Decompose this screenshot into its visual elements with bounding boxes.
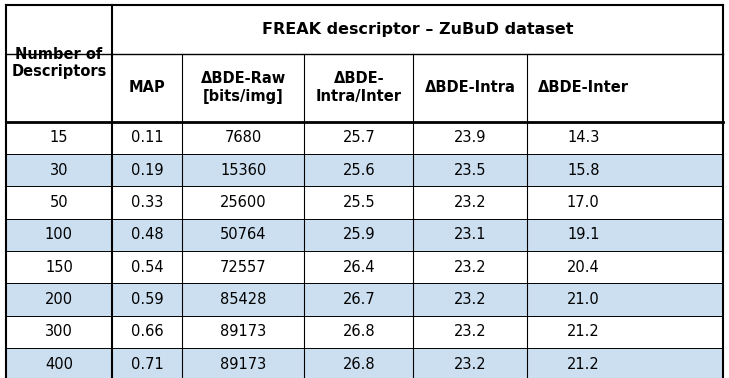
Text: 25600: 25600	[220, 195, 267, 210]
Text: 150: 150	[45, 260, 73, 275]
Text: ΔBDE-Raw
[bits/img]: ΔBDE-Raw [bits/img]	[200, 71, 286, 104]
Text: 85428: 85428	[220, 292, 267, 307]
Bar	[6, 5, 112, 122]
Text: 26.4: 26.4	[343, 260, 375, 275]
Text: 300: 300	[45, 324, 73, 339]
Text: 19.1: 19.1	[567, 227, 599, 242]
Text: 23.2: 23.2	[453, 324, 486, 339]
Text: ΔBDE-Inter: ΔBDE-Inter	[538, 80, 629, 95]
Text: ΔBDE-
Intra/Inter: ΔBDE- Intra/Inter	[316, 71, 402, 104]
Text: 30: 30	[50, 163, 69, 178]
Text: 89173: 89173	[220, 356, 266, 372]
Text: 89173: 89173	[220, 324, 266, 339]
Text: 0.33: 0.33	[131, 195, 163, 210]
Text: 14.3: 14.3	[567, 130, 599, 146]
Text: 26.8: 26.8	[343, 324, 375, 339]
Text: 25.7: 25.7	[343, 130, 375, 146]
Bar	[6, 154, 723, 186]
Text: 400: 400	[45, 356, 73, 372]
Text: 17.0: 17.0	[567, 195, 600, 210]
Text: 0.11: 0.11	[130, 130, 163, 146]
Text: 23.5: 23.5	[453, 163, 486, 178]
Text: 50764: 50764	[220, 227, 267, 242]
Text: 0.71: 0.71	[130, 356, 163, 372]
Text: 20.4: 20.4	[567, 260, 600, 275]
Bar	[6, 348, 723, 378]
Text: 0.59: 0.59	[130, 292, 163, 307]
Text: 50: 50	[50, 195, 69, 210]
Text: 26.8: 26.8	[343, 356, 375, 372]
Text: 21.0: 21.0	[567, 292, 600, 307]
Bar	[6, 284, 723, 316]
Bar	[6, 251, 723, 284]
Text: FREAK descriptor – ZuBuD dataset: FREAK descriptor – ZuBuD dataset	[262, 22, 573, 37]
Text: 23.1: 23.1	[453, 227, 486, 242]
Text: 0.19: 0.19	[130, 163, 163, 178]
Text: 21.2: 21.2	[567, 356, 600, 372]
Text: 72557: 72557	[220, 260, 267, 275]
Text: 23.2: 23.2	[453, 292, 486, 307]
Text: 15360: 15360	[220, 163, 266, 178]
Text: 25.9: 25.9	[343, 227, 375, 242]
Text: 15: 15	[50, 130, 69, 146]
Text: 200: 200	[45, 292, 73, 307]
Text: 23.2: 23.2	[453, 195, 486, 210]
Bar	[6, 316, 723, 348]
Text: 25.6: 25.6	[343, 163, 375, 178]
Bar	[6, 54, 723, 122]
Text: 26.7: 26.7	[343, 292, 375, 307]
Bar	[6, 122, 723, 154]
Text: Number of
Descriptors: Number of Descriptors	[11, 47, 106, 79]
Text: MAP: MAP	[129, 80, 165, 95]
Text: 23.2: 23.2	[453, 356, 486, 372]
Text: 0.66: 0.66	[130, 324, 163, 339]
Text: 23.9: 23.9	[453, 130, 486, 146]
Text: 0.54: 0.54	[130, 260, 163, 275]
Text: 21.2: 21.2	[567, 324, 600, 339]
Text: 25.5: 25.5	[343, 195, 375, 210]
Text: 7680: 7680	[225, 130, 262, 146]
Text: 23.2: 23.2	[453, 260, 486, 275]
Text: 15.8: 15.8	[567, 163, 599, 178]
Bar	[6, 219, 723, 251]
Text: ΔBDE-Intra: ΔBDE-Intra	[424, 80, 515, 95]
Bar	[6, 186, 723, 219]
Text: 100: 100	[45, 227, 73, 242]
Text: 0.48: 0.48	[130, 227, 163, 242]
Bar	[112, 5, 723, 54]
